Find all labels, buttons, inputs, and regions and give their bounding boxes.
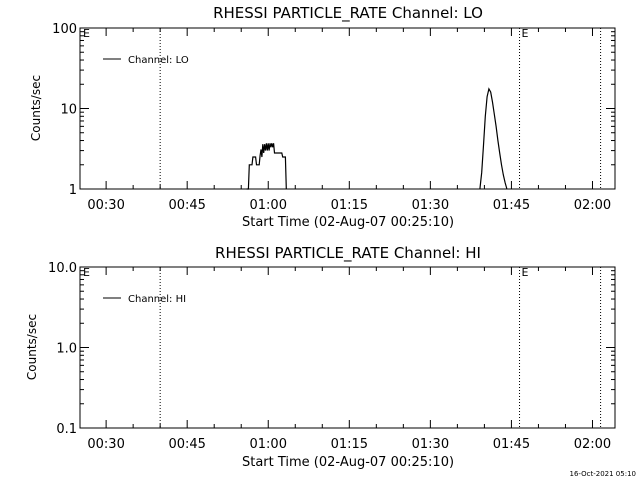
y-tick-label: 1.0 xyxy=(56,342,77,357)
x-tick-label: 01:30 xyxy=(412,437,449,452)
x-tick-label: 01:00 xyxy=(250,198,287,213)
y-tick-label: 10 xyxy=(60,103,77,118)
x-tick-label: 01:15 xyxy=(331,198,368,213)
footer-timestamp: 16-Oct-2021 05:10 xyxy=(570,470,636,478)
corner-label: E xyxy=(83,27,90,40)
x-tick-label: 01:45 xyxy=(493,437,530,452)
chart-title: RHESSI PARTICLE_RATE Channel: LO xyxy=(213,4,483,23)
x-tick-label: 00:30 xyxy=(87,437,124,452)
x-tick-label: 01:15 xyxy=(331,437,368,452)
x-tick-label: 00:30 xyxy=(87,198,124,213)
x-tick-label: 00:45 xyxy=(168,198,205,213)
y-axis-label: Counts/sec xyxy=(29,75,43,141)
y-tick-label: 10.0 xyxy=(48,261,77,276)
series-line xyxy=(479,87,508,190)
y-axis-label: Counts/sec xyxy=(25,314,39,380)
corner-label: E xyxy=(83,266,90,279)
x-tick-label: 02:00 xyxy=(574,437,611,452)
y-tick-label: 100 xyxy=(52,22,77,37)
x-tick-label: 02:00 xyxy=(574,198,611,213)
legend-label: Channel: LO xyxy=(128,55,189,66)
x-tick-label: 00:45 xyxy=(168,437,205,452)
x-axis-label: Start Time (02-Aug-07 00:25:10) xyxy=(242,455,454,470)
chart-title: RHESSI PARTICLE_RATE Channel: HI xyxy=(215,244,481,263)
series-line xyxy=(246,143,287,190)
x-tick-label: 01:30 xyxy=(412,198,449,213)
x-tick-label: 01:45 xyxy=(493,198,530,213)
y-tick-label: 0.1 xyxy=(56,422,77,437)
vertical-marker-label: E xyxy=(522,266,529,279)
legend-label: Channel: HI xyxy=(128,294,186,305)
vertical-marker-label: E xyxy=(522,27,529,40)
x-tick-label: 01:00 xyxy=(250,437,287,452)
x-axis-label: Start Time (02-Aug-07 00:25:10) xyxy=(242,215,454,230)
y-tick-label: 1 xyxy=(69,183,77,198)
